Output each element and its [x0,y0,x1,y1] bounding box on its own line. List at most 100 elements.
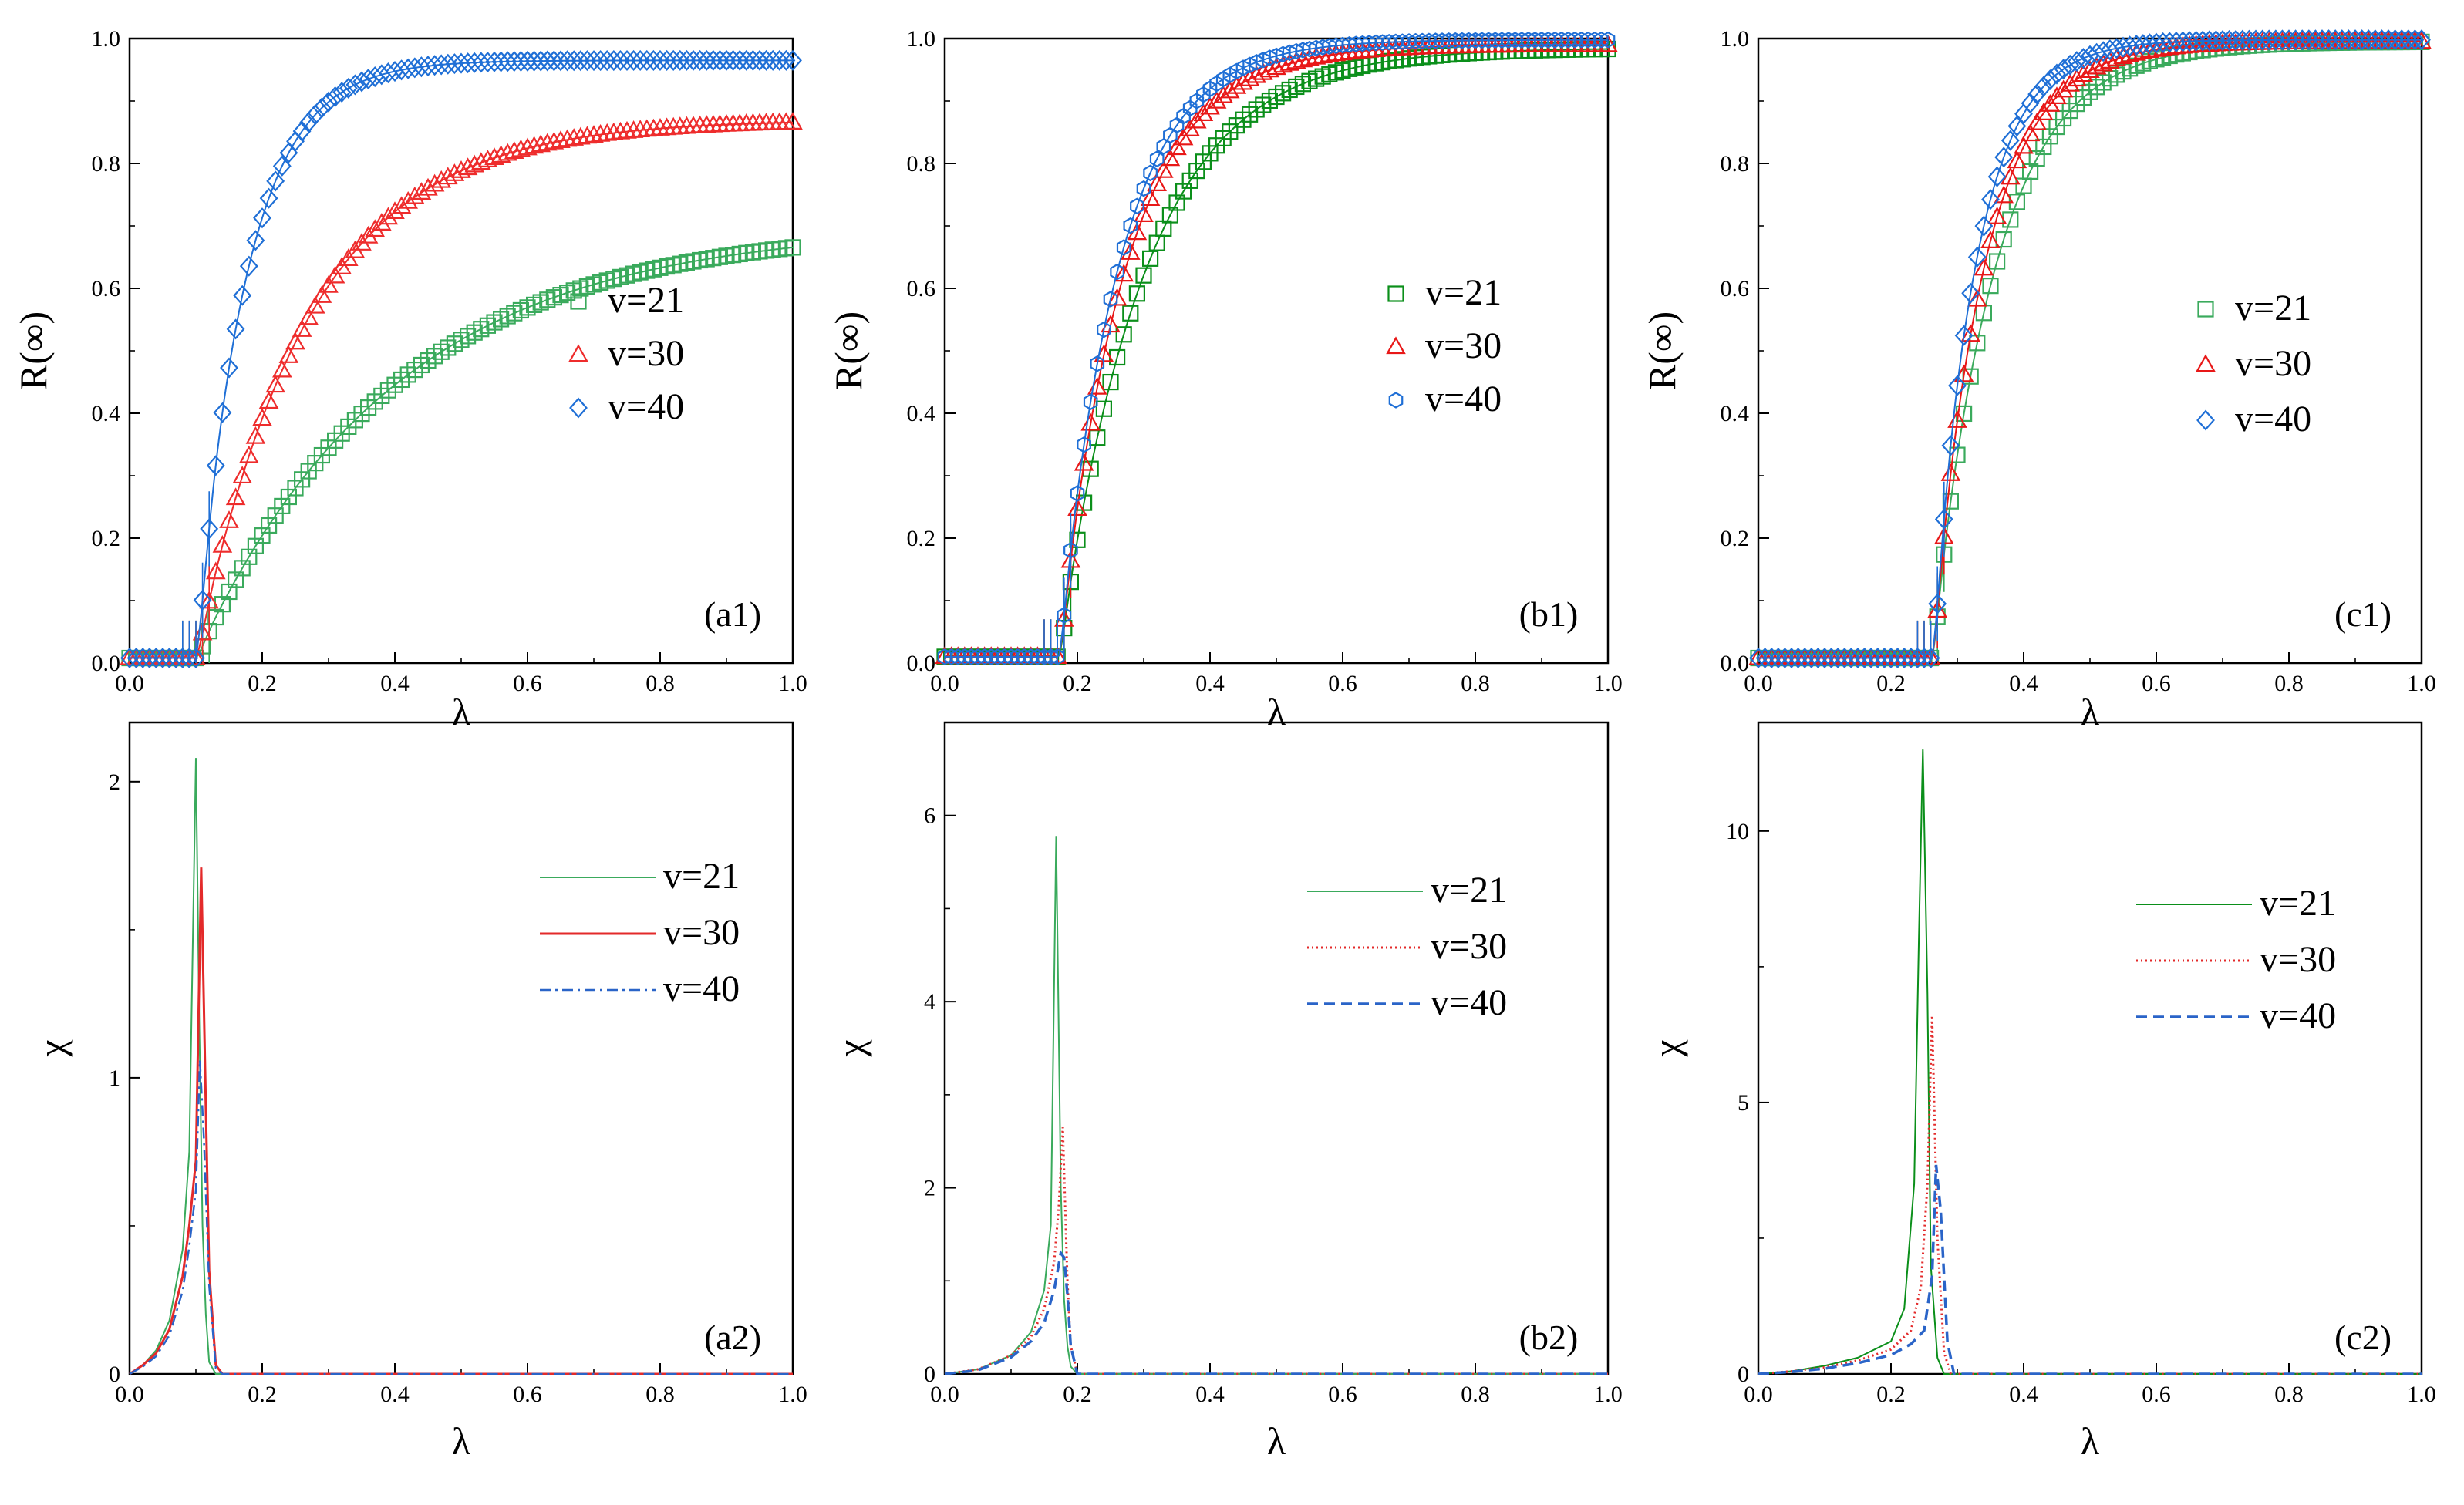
series-v=40 [937,31,1616,665]
data-point [1974,258,1994,276]
data-point [238,445,259,463]
data-point [225,487,246,506]
series-v=30 [120,112,803,665]
data-point [2166,31,2186,52]
data-point [153,647,172,669]
plot-frame [128,721,794,1375]
data-point [2206,30,2226,52]
data-point [1920,647,1941,665]
x-tick-label: 0.2 [1876,1382,1906,1407]
data-point [477,150,498,167]
legend-label: v=30 [2260,939,2336,980]
data-point [1196,86,1211,103]
data-point [723,49,743,71]
data-point [219,510,239,528]
y-axis-label: R(∞) [12,311,55,390]
data-point [684,49,703,71]
y-tick-label: 0.4 [1721,401,1750,426]
data-point [498,51,517,72]
data-point [737,49,756,71]
data-point [2033,103,2054,120]
data-point [690,49,710,71]
legend-label: v=40 [663,968,740,1009]
data-point [199,591,220,609]
data-point [1057,607,1072,624]
data-point [1246,65,1267,83]
data-point [465,52,484,73]
x-tick-label: 1.0 [2407,1382,2436,1407]
data-point [2001,130,2020,151]
data-point [511,139,531,157]
x-tick-label: 0.0 [1744,671,1773,696]
data-point [677,49,696,71]
panel-c2: 0.0 0.2 0.4 0.6 0.8 1.0 0 5 10 λ χ (c2) v=21 v=30 v=40 [1645,721,2436,1463]
data-point [2405,29,2425,51]
data-point [1915,647,1933,669]
data-point [644,49,663,71]
data-point [2053,79,2074,98]
data-point [1855,647,1874,669]
data-point [2147,32,2166,54]
y-tick-label: 0 [1738,1362,1749,1387]
data-point [1875,647,1894,669]
data-point [631,49,650,71]
data-point [2173,31,2193,52]
data-point [485,51,504,72]
legend-marker [1386,336,1406,355]
legend-label: v=40 [1425,379,1502,419]
series-v=30 [1748,31,2432,665]
series-v=21 [1758,749,2422,1375]
data-point [2000,167,2021,185]
x-tick-label: 0.4 [1195,671,1225,696]
data-point [2346,29,2365,51]
data-point [1835,647,1854,669]
data-point [1206,90,1227,109]
data-point [431,170,452,188]
legend-label: v=40 [2235,399,2311,439]
data-point [1123,217,1138,234]
data-point [1941,435,1960,456]
data-point [2099,51,2120,69]
x-tick-label: 0.8 [1461,1382,1490,1407]
data-point [1135,267,1152,284]
data-point [2193,30,2213,52]
data-point [1074,453,1094,471]
data-point [511,50,531,72]
data-point [212,534,233,553]
legend-label: v=30 [1425,325,1502,366]
data-point [2260,29,2279,51]
data-point [1149,150,1165,167]
series-v=21 [936,40,1616,665]
legend-marker [569,397,588,419]
data-point [1987,206,2007,224]
data-point [1928,593,1947,614]
data-point [140,647,159,669]
series-line [1758,749,2422,1375]
x-tick-label: 0.2 [1063,1382,1092,1407]
data-point [1095,400,1113,417]
data-point [777,49,796,71]
data-point [2086,56,2107,75]
data-point [391,196,412,214]
data-point [2299,29,2318,51]
data-point [2313,29,2331,51]
data-point [577,126,598,144]
data-point [1252,62,1273,80]
data-point [272,155,292,177]
data-point [253,207,271,229]
data-point [1143,164,1158,182]
data-point [1110,263,1124,281]
series-v=21 [121,239,801,667]
data-point [1259,59,1280,78]
legend-marker [2197,301,2214,318]
data-point [458,52,477,74]
data-point [385,201,405,220]
data-point [319,91,338,113]
y-tick-label: 0.8 [1721,151,1750,177]
data-point [2365,29,2385,51]
y-tick-label: 0.6 [907,276,936,301]
y-tick-label: 10 [1726,819,1749,844]
data-point [1067,498,1087,517]
data-point [1974,215,1994,237]
